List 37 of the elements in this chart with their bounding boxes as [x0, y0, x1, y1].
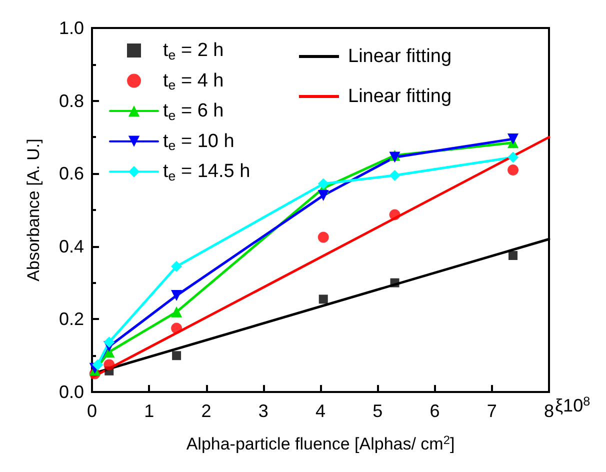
point	[171, 306, 182, 318]
point	[171, 290, 182, 302]
y-tick-label: 0.8	[58, 90, 84, 111]
point	[92, 359, 104, 370]
point	[318, 178, 329, 190]
point	[508, 164, 519, 176]
point	[508, 152, 519, 163]
legend-label: Linear fitting	[348, 46, 452, 67]
x-tick-label: 7	[486, 401, 497, 421]
point	[318, 190, 329, 201]
point	[508, 251, 518, 260]
x-tick-label: 2	[201, 401, 212, 421]
point	[318, 294, 328, 304]
y-tick-label: 0.0	[58, 382, 84, 402]
y-axis-title: Absorbance [A. U.]	[24, 138, 43, 282]
y-tick-label: 0.2	[58, 309, 84, 330]
y-tick-label: 0.4	[58, 236, 84, 256]
point	[508, 134, 519, 145]
point	[389, 209, 400, 220]
point	[390, 278, 400, 288]
y-tick-label: 1.0	[58, 18, 84, 38]
y-tick-label: 0.6	[58, 164, 84, 184]
x-tick-label: 4	[315, 401, 326, 421]
x-tick-label: 5	[372, 401, 383, 421]
point	[318, 232, 329, 243]
point	[104, 359, 115, 370]
point	[389, 170, 400, 181]
x-tick-label: 3	[258, 401, 268, 421]
point	[104, 336, 115, 348]
x-tick-label: 0	[86, 401, 98, 421]
point	[171, 322, 182, 334]
legend-label: Linear fitting	[348, 86, 452, 107]
point	[172, 351, 182, 360]
x-tick-label: 8	[544, 401, 554, 421]
x-tick-label: 6	[430, 401, 440, 421]
x-tick-label: 1	[144, 401, 154, 421]
point	[171, 260, 182, 272]
